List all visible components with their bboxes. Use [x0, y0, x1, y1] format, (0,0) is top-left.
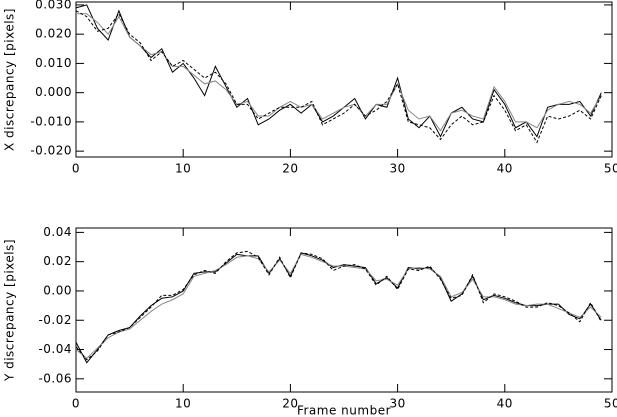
y-tick-label: 0.010: [35, 56, 72, 70]
y-tick-label: 0.02: [43, 254, 72, 268]
y-tick-label: 0.00: [43, 283, 72, 297]
y-tick-label: -0.02: [38, 313, 72, 327]
y-tick-label: -0.04: [38, 342, 72, 356]
x-tick-label: 0: [72, 162, 80, 176]
x-tick-label: 30: [389, 397, 405, 411]
x-tick-label: 50: [604, 162, 617, 176]
data-line: [75, 250, 602, 361]
x-tick-label: 0: [72, 397, 80, 411]
data-line: [75, 253, 602, 359]
x-tick-label: 30: [389, 162, 405, 176]
y-tick-label: -0.010: [30, 114, 72, 128]
y-tick-label: 0.020: [35, 27, 72, 41]
x-tick-label: 50: [604, 397, 617, 411]
x-tick-label: 20: [282, 162, 298, 176]
x-tick-label: 40: [497, 397, 513, 411]
data-line: [75, 10, 602, 144]
y-axis-label: X discrepancy [pixels]: [3, 8, 17, 151]
plot-frame: [75, 227, 613, 393]
y-tick-label: 0.000: [35, 85, 72, 99]
y-tick-label: 0.04: [43, 225, 72, 239]
x-tick-label: 10: [175, 397, 191, 411]
x-tick-label: 10: [175, 162, 191, 176]
data-line: [75, 252, 602, 364]
x-tick-label: 20: [282, 397, 298, 411]
y-tick-label: -0.020: [30, 144, 72, 158]
y-tick-label: -0.06: [38, 371, 72, 385]
y-tick-label: 0.030: [35, 0, 72, 11]
x-tick-label: 40: [497, 162, 513, 176]
x-axis-label: Frame number: [297, 404, 391, 417]
data-line: [76, 13, 602, 132]
plot-frame: [75, 1, 613, 158]
data-line: [75, 4, 602, 138]
y-axis-label: Y discrepancy [pixels]: [3, 239, 17, 382]
